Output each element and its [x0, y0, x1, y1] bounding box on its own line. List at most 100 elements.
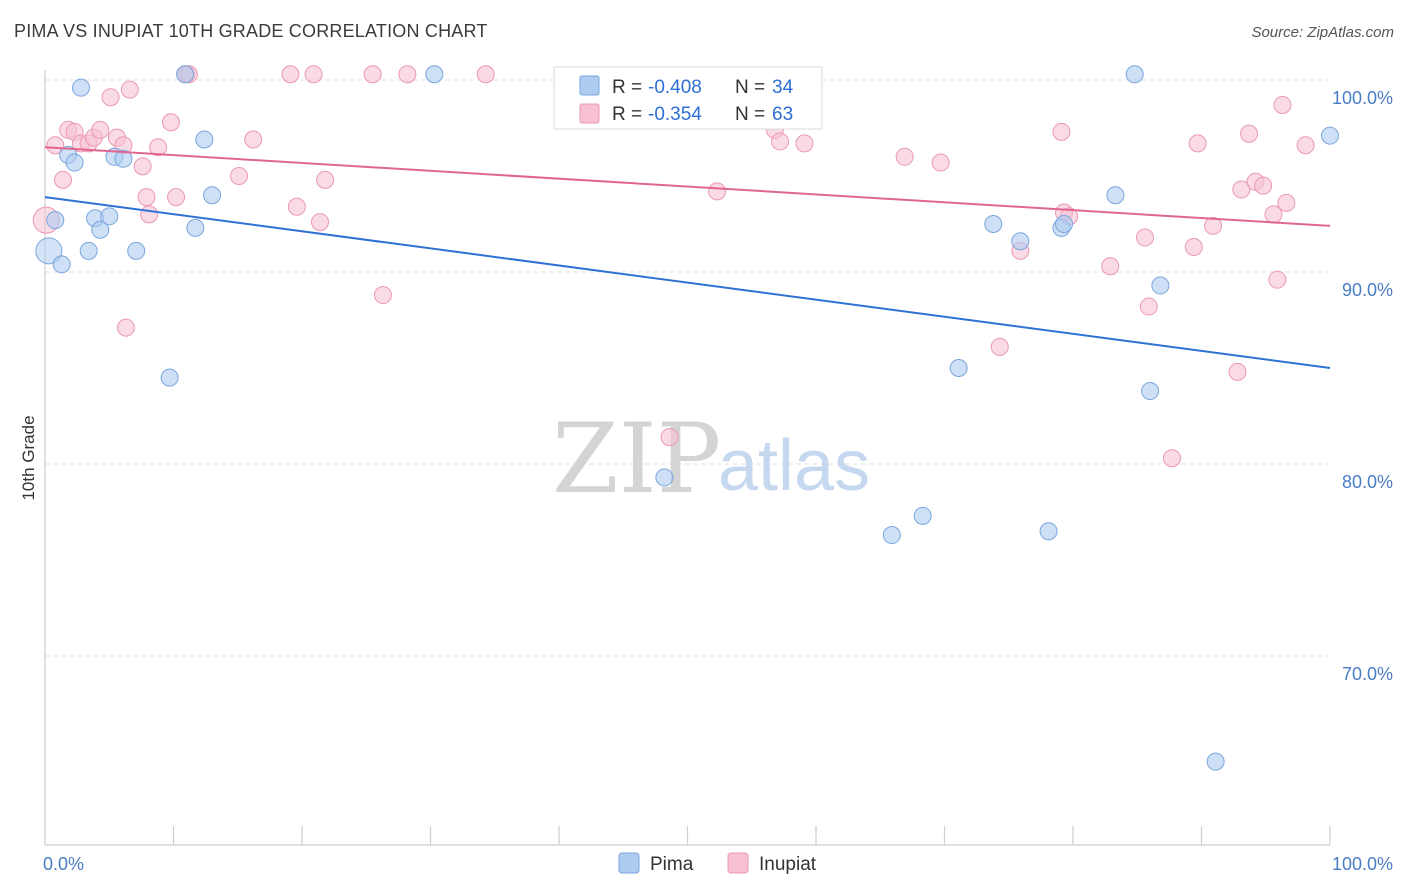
pima-point: [65, 153, 84, 172]
legend-n-label: N =: [735, 104, 765, 125]
watermark-atlas: atlas: [718, 426, 870, 506]
pima-point: [79, 241, 98, 260]
inupiat-point: [1162, 449, 1181, 468]
x-tick-label: 0.0%: [43, 854, 84, 874]
legend-n-value: 34: [772, 77, 794, 98]
pima-point: [35, 237, 63, 265]
inupiat-point: [1184, 238, 1203, 257]
inupiat-point: [363, 65, 382, 84]
pima-point: [984, 215, 1003, 233]
x-axis-ticks: [172, 826, 1331, 845]
inupiat-point: [287, 197, 306, 216]
legend-n-label: N =: [735, 77, 765, 98]
legend-r-label: R =: [612, 104, 642, 125]
pima-point: [176, 65, 195, 84]
y-tick-label: 100.0%: [1332, 88, 1393, 108]
inupiat-point: [708, 182, 727, 201]
pima-point: [1125, 65, 1144, 84]
pima-point: [127, 241, 146, 260]
inupiat-point: [120, 80, 139, 99]
pima-point: [195, 130, 214, 149]
pima-point: [1039, 522, 1058, 541]
y-tick-label: 70.0%: [1342, 664, 1393, 684]
inupiat-trend-line: [44, 146, 1331, 227]
inupiat-point: [230, 167, 249, 185]
pima-point: [71, 78, 90, 97]
legend-swatch-pima: [579, 75, 600, 96]
inupiat-point: [1240, 124, 1259, 143]
inupiat-point: [116, 318, 135, 337]
inupiat-point: [1052, 122, 1071, 141]
pima-point: [1321, 126, 1339, 145]
pima-point: [1055, 215, 1074, 233]
bottom-legend: Pima Inupiat: [618, 852, 817, 875]
legend-r-value: -0.408: [648, 77, 702, 98]
pima-trend-line: [44, 196, 1331, 369]
inupiat-point: [53, 170, 72, 189]
inupiat-point: [1188, 134, 1207, 153]
inupiat-point: [137, 188, 156, 207]
legend-swatch-inupiat: [579, 103, 600, 124]
pima-point: [52, 255, 71, 274]
inupiat-point: [281, 65, 300, 84]
y-tick-label: 80.0%: [1342, 472, 1393, 492]
bottom-legend-swatch-pima: [618, 852, 640, 874]
bottom-legend-swatch-inupiat: [727, 852, 749, 874]
inupiat-point: [660, 428, 679, 447]
y-tick-labels: 100.0% 90.0% 80.0% 70.0%: [1332, 88, 1393, 684]
chart-title: PIMA VS INUPIAT 10TH GRADE CORRELATION C…: [14, 21, 488, 41]
inupiat-point: [771, 132, 790, 151]
pima-point: [114, 149, 133, 168]
pima-point: [1206, 752, 1225, 771]
legend-row-inupiat: R = -0.354 N = 63: [579, 103, 793, 125]
inupiat-point: [161, 113, 180, 132]
inupiat-point: [1228, 362, 1247, 381]
inupiat-point: [304, 65, 323, 84]
source-label: Source: ZipAtlas.com: [1251, 24, 1394, 41]
inupiat-point: [149, 138, 168, 157]
bottom-legend-label-pima: Pima: [650, 854, 694, 875]
inupiat-point: [373, 286, 392, 305]
inupiat-point: [931, 153, 950, 172]
grid-lines: [45, 79, 1330, 657]
inupiat-point: [91, 120, 110, 139]
legend-r-label: R =: [612, 77, 642, 98]
pima-point: [1151, 276, 1170, 295]
inupiat-point: [1273, 95, 1292, 114]
legend: R = -0.408 N = 34 R = -0.354 N = 63: [553, 66, 823, 130]
inupiat-point: [398, 65, 417, 84]
x-tick-labels: 0.0% 100.0%: [43, 854, 1393, 874]
bottom-legend-label-inupiat: Inupiat: [759, 854, 817, 875]
pima-point: [91, 220, 110, 239]
inupiat-point: [316, 170, 335, 189]
pima-point: [655, 468, 674, 487]
trend-lines: [44, 146, 1331, 369]
pima-point: [949, 359, 968, 377]
inupiat-point: [133, 157, 152, 176]
inupiat-point: [1296, 136, 1315, 155]
inupiat-point: [140, 205, 159, 224]
watermark-zip: ZIP: [552, 403, 721, 515]
inupiat-point: [990, 337, 1009, 356]
x-tick-label: 100.0%: [1332, 854, 1393, 874]
watermark: ZIP atlas: [552, 403, 870, 515]
inupiat-point: [1204, 216, 1223, 235]
pima-point: [1011, 232, 1030, 251]
inupiat-point: [1135, 228, 1154, 247]
inupiat-point: [1101, 257, 1120, 276]
inupiat-point: [895, 147, 914, 166]
legend-n-value: 63: [772, 104, 793, 125]
inupiat-point: [46, 136, 65, 155]
pima-point: [913, 506, 932, 525]
pima-point: [186, 218, 205, 237]
pima-point: [425, 65, 444, 84]
y-axis-title: 10th Grade: [19, 415, 38, 500]
pima-point: [160, 368, 179, 387]
inupiat-point: [167, 188, 186, 207]
inupiat-point: [1139, 297, 1158, 316]
inupiat-point: [244, 130, 263, 149]
pima-point: [882, 526, 901, 545]
inupiat-point: [795, 134, 814, 153]
inupiat-point: [1268, 270, 1287, 289]
